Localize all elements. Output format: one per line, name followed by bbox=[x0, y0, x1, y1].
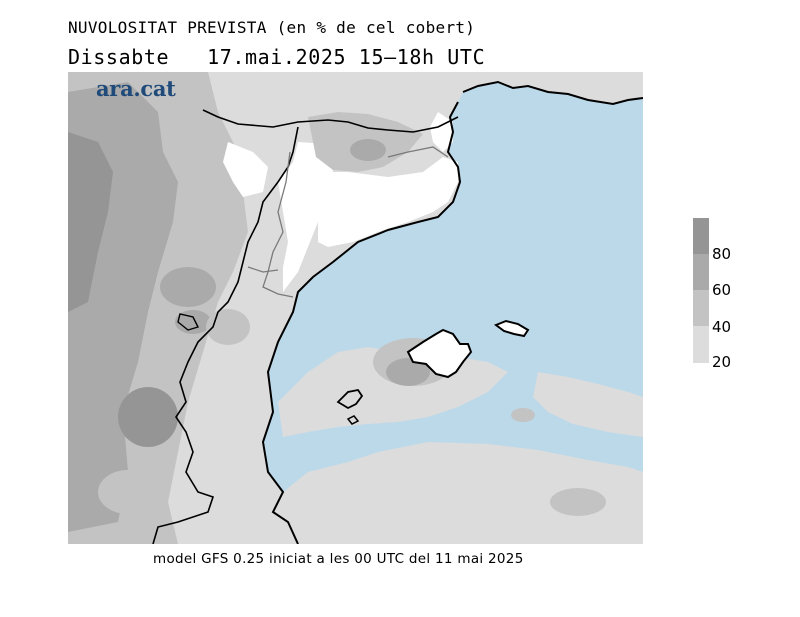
regional-boundary bbox=[247, 266, 279, 273]
island-mallorca bbox=[406, 328, 473, 379]
cloud-patch-pyrenees bbox=[350, 139, 386, 161]
colorbar-band-80-100 bbox=[693, 218, 709, 254]
border-line bbox=[152, 126, 299, 544]
sea bbox=[263, 82, 643, 544]
cloud-patch-sea bbox=[511, 408, 535, 422]
cloud-cover-map bbox=[68, 72, 643, 544]
island-menorca bbox=[493, 319, 530, 338]
ara-cat-logo: ara.cat bbox=[96, 76, 176, 101]
colorbar-band-20-40 bbox=[693, 326, 709, 363]
clear-sky-zone bbox=[313, 157, 458, 247]
colorbar bbox=[693, 218, 709, 363]
regional-boundary bbox=[387, 146, 449, 158]
regional-boundary bbox=[262, 151, 294, 298]
colorbar-label-60: 60 bbox=[712, 281, 732, 299]
cloud-patch-dark bbox=[160, 267, 216, 307]
colorbar-label-80: 80 bbox=[712, 245, 732, 263]
clear-sky-zone bbox=[223, 142, 268, 197]
cloud-band-20-sea bbox=[273, 442, 643, 544]
cloud-patch bbox=[98, 470, 158, 514]
cloud-patch-sea bbox=[550, 488, 606, 516]
cloud-patch-sea bbox=[386, 358, 430, 386]
cloud-patch-dark bbox=[175, 310, 211, 334]
map-title: NUVOLOSITAT PREVISTA (en % de cel cobert… bbox=[68, 18, 476, 37]
cloud-band-max-west bbox=[68, 132, 113, 312]
cloud-band-20-east bbox=[533, 372, 643, 437]
island-formentera bbox=[346, 415, 360, 425]
colorbar-label-20: 20 bbox=[712, 353, 732, 371]
forecast-time-range: 15–18h UTC bbox=[358, 45, 486, 69]
forecast-day: Dissabte bbox=[68, 45, 170, 69]
forecast-valid-time: Dissabte 17.mai.2025 15–18h UTC bbox=[68, 45, 485, 69]
colorbar-band-60-80 bbox=[693, 254, 709, 290]
cloud-patch-dark bbox=[118, 387, 178, 447]
island-eivissa bbox=[336, 388, 364, 410]
forecast-date: 17.mai.2025 bbox=[207, 45, 347, 69]
colorbar-label-40: 40 bbox=[712, 318, 732, 336]
coastline bbox=[261, 80, 643, 544]
model-run-info: model GFS 0.25 iniciat a les 00 UTC del … bbox=[153, 551, 524, 567]
cloud-patch bbox=[206, 309, 250, 345]
colorbar-band-40-60 bbox=[693, 290, 709, 326]
border-line bbox=[177, 313, 199, 331]
border-line bbox=[202, 109, 459, 133]
